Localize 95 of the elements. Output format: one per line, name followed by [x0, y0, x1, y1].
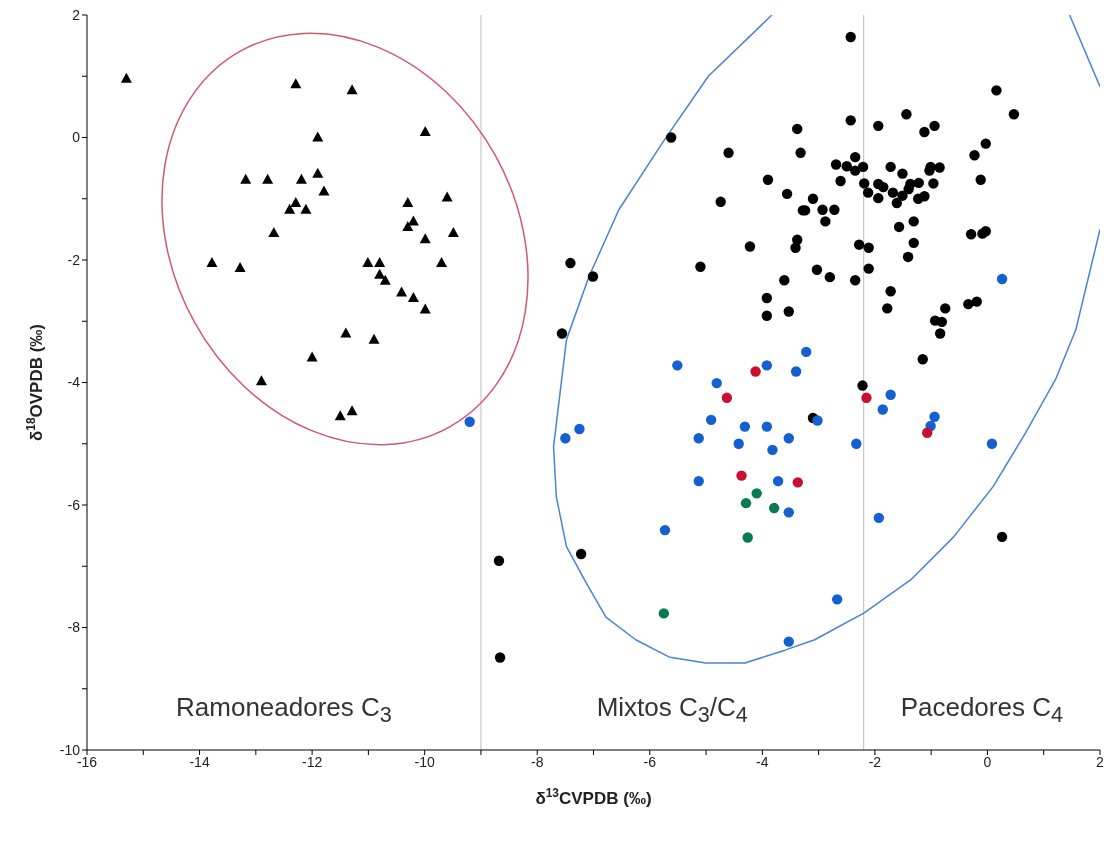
point — [831, 594, 843, 605]
point — [751, 488, 762, 499]
point — [402, 197, 414, 208]
point — [750, 366, 761, 377]
point — [290, 78, 302, 89]
y-tick-label: 2 — [72, 6, 81, 23]
point — [736, 470, 747, 481]
point — [306, 351, 318, 362]
point — [374, 257, 386, 268]
point — [783, 507, 794, 518]
point — [407, 291, 419, 302]
line-series — [552, 15, 1100, 664]
point — [402, 220, 414, 231]
point — [300, 203, 312, 214]
point — [346, 405, 358, 416]
point — [721, 392, 733, 404]
y-tick-label: -2 — [67, 251, 81, 268]
point — [379, 274, 391, 285]
point — [268, 227, 280, 238]
annotation: Pacedores C$_{4}$ — [899, 692, 1064, 729]
point — [419, 233, 431, 244]
point — [851, 438, 862, 449]
x-tick-label: -10 — [414, 753, 435, 770]
y-tick-label: -8 — [67, 619, 81, 636]
point — [659, 524, 671, 536]
point — [318, 185, 330, 196]
point — [312, 167, 324, 178]
point — [312, 131, 324, 142]
point — [346, 84, 358, 95]
point — [574, 423, 585, 435]
point — [885, 389, 896, 400]
x-tick-label: 0 — [983, 753, 992, 770]
y-tick-label: -4 — [67, 374, 81, 391]
point — [464, 416, 475, 427]
x-tick-label: -8 — [531, 753, 544, 770]
point — [783, 636, 794, 647]
y-tick-label: 0 — [72, 129, 81, 146]
point — [419, 303, 431, 314]
point — [801, 346, 812, 358]
point — [861, 392, 872, 404]
point — [362, 257, 374, 268]
point — [396, 286, 408, 297]
x-tick-label: -12 — [301, 753, 323, 770]
point — [761, 421, 773, 432]
x-tick-label: -14 — [189, 753, 210, 770]
point — [693, 433, 704, 444]
point — [284, 203, 296, 214]
point — [340, 327, 352, 338]
x-tick-label: -6 — [643, 753, 657, 770]
point — [419, 125, 431, 136]
point — [733, 438, 744, 449]
point — [996, 273, 1008, 285]
point — [240, 173, 252, 184]
point — [812, 415, 823, 426]
point — [234, 261, 246, 272]
point — [783, 433, 794, 444]
point — [368, 333, 380, 344]
point — [120, 72, 132, 83]
point — [792, 477, 803, 488]
point — [560, 433, 571, 444]
point — [767, 444, 778, 456]
point — [295, 173, 307, 184]
point — [761, 360, 773, 371]
point — [705, 414, 717, 426]
annotation: Ramoneadores C$_{3}$ — [175, 692, 393, 729]
point — [672, 360, 683, 371]
point — [441, 191, 453, 202]
point — [206, 257, 218, 268]
point — [739, 421, 751, 432]
point — [922, 427, 933, 438]
y-tick-label: -10 — [59, 741, 81, 758]
point — [873, 512, 885, 524]
point — [436, 257, 448, 268]
point — [711, 377, 722, 389]
x-tick-label: -4 — [756, 753, 769, 770]
point — [740, 497, 752, 509]
point — [658, 608, 670, 619]
point — [986, 438, 998, 449]
x-axis-title: δ$^{13}$CVPDB (‰) — [535, 786, 652, 808]
point — [772, 475, 784, 487]
point — [290, 197, 302, 208]
point — [334, 410, 346, 421]
annotation: Mixtos C$_{3}$/C$_{4}$ — [595, 692, 749, 729]
point — [768, 502, 780, 514]
point — [447, 227, 459, 238]
point — [255, 375, 267, 386]
x-tick-label: -2 — [868, 753, 882, 770]
point — [929, 411, 940, 422]
x-tick-label: 2 — [1096, 753, 1105, 770]
point — [877, 404, 888, 415]
point — [262, 173, 274, 184]
point — [693, 475, 704, 487]
point — [742, 532, 753, 543]
y-tick-label: -6 — [67, 496, 81, 513]
point — [790, 366, 802, 377]
